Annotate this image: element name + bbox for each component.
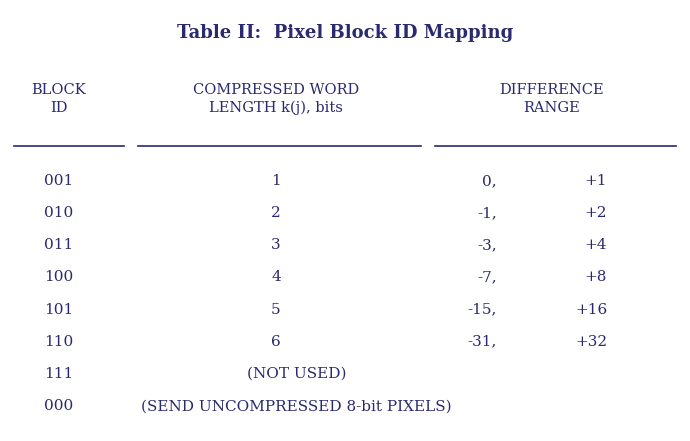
Text: BLOCK: BLOCK [31, 83, 86, 97]
Text: 100: 100 [44, 270, 73, 284]
Text: +8: +8 [585, 270, 607, 284]
Text: DIFFERENCE: DIFFERENCE [500, 83, 604, 97]
Text: 010: 010 [44, 206, 73, 220]
Text: 0,: 0, [482, 174, 497, 188]
Text: 1: 1 [271, 174, 281, 188]
Text: 001: 001 [44, 174, 73, 188]
Text: (SEND UNCOMPRESSED 8-bit PIXELS): (SEND UNCOMPRESSED 8-bit PIXELS) [141, 399, 452, 413]
Text: -3,: -3, [477, 238, 497, 252]
Text: 5: 5 [271, 303, 281, 317]
Text: +2: +2 [584, 206, 607, 220]
Text: 000: 000 [44, 399, 73, 413]
Text: 101: 101 [44, 303, 73, 317]
Text: COMPRESSED WORD: COMPRESSED WORD [193, 83, 359, 97]
Text: -1,: -1, [477, 206, 497, 220]
Text: 2: 2 [271, 206, 281, 220]
Text: 111: 111 [44, 367, 73, 381]
Text: -15,: -15, [467, 303, 497, 317]
Text: +1: +1 [584, 174, 607, 188]
Text: -31,: -31, [467, 335, 497, 349]
Text: +32: +32 [575, 335, 607, 349]
Text: 110: 110 [44, 335, 73, 349]
Text: RANGE: RANGE [524, 101, 580, 115]
Text: 3: 3 [271, 238, 281, 252]
Text: 011: 011 [44, 238, 73, 252]
Text: +16: +16 [575, 303, 607, 317]
Text: ID: ID [50, 101, 68, 115]
Text: LENGTH k(j), bits: LENGTH k(j), bits [209, 101, 343, 115]
Text: 4: 4 [271, 270, 281, 284]
Text: -7,: -7, [477, 270, 497, 284]
Text: Table II:  Pixel Block ID Mapping: Table II: Pixel Block ID Mapping [177, 24, 513, 42]
Text: 6: 6 [271, 335, 281, 349]
Text: (NOT USED): (NOT USED) [247, 367, 346, 381]
Text: +4: +4 [584, 238, 607, 252]
